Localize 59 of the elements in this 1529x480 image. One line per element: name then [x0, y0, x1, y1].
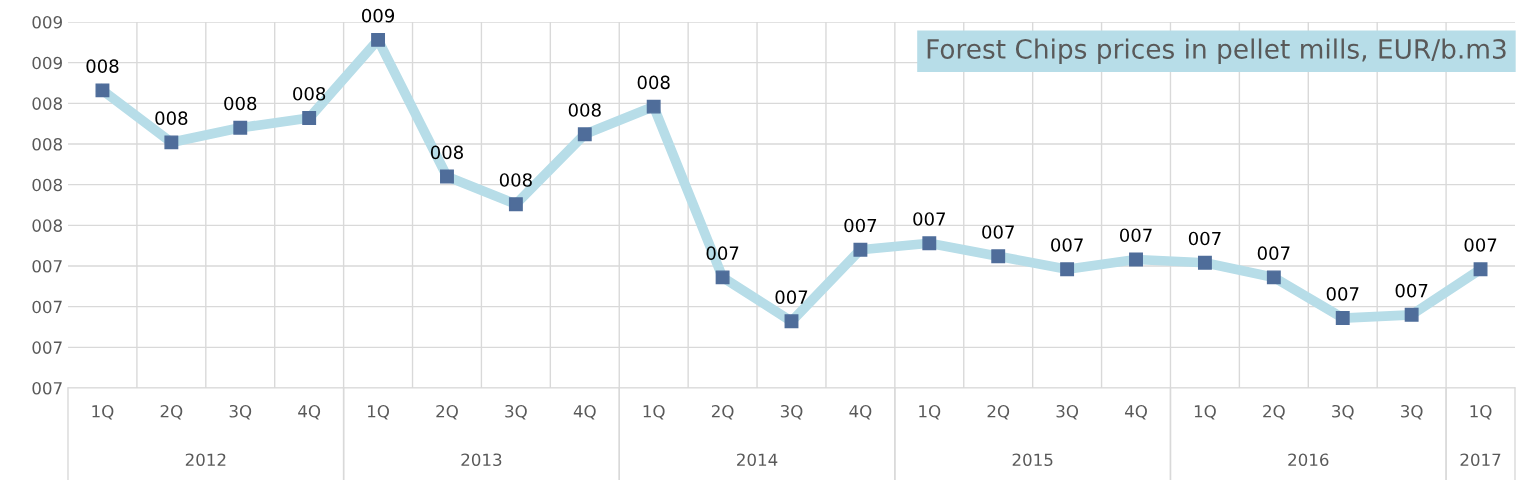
data-label: 007: [1395, 283, 1428, 298]
text: Forest Chips prices in pellet mills, EUR/b.m3: [927, 38, 1506, 65]
y-tick-label: 008: [32, 137, 62, 151]
data-label: 007: [1257, 246, 1290, 260]
y-tick-label: 007: [32, 300, 62, 314]
data-label: 007: [913, 212, 945, 226]
y-tick-label: 008: [32, 97, 62, 110]
text: 2017: [1460, 453, 1501, 467]
y-tick-label: 007: [32, 259, 62, 273]
data-label: 007: [775, 290, 808, 304]
data-label: 009: [362, 8, 395, 23]
data-label: 008: [430, 145, 463, 160]
x-tick-label: 4Q: [573, 404, 596, 420]
x-tick-label: 1Q: [643, 404, 665, 420]
x-tick-label: 3Q: [1401, 404, 1423, 420]
x-tick-label: 2Q: [987, 404, 1010, 420]
data-label: 007: [1464, 238, 1497, 252]
data-label: 008: [224, 96, 257, 111]
x-tick-label: 3Q: [505, 404, 527, 420]
y-tick-label: 008: [32, 219, 62, 232]
data-label: 007: [844, 218, 877, 233]
x-tick-label: 2Q: [1263, 404, 1285, 420]
data-label: 008: [499, 173, 532, 187]
x-tick-label: 3Q: [1332, 404, 1354, 420]
text: 2012: [185, 453, 226, 467]
y-tick-label: 007: [32, 341, 62, 354]
y-tick-label: 008: [32, 178, 62, 192]
data-label: 007: [982, 225, 1014, 239]
data-label: 007: [706, 246, 739, 260]
x-tick-label: 4Q: [849, 404, 872, 420]
data-label: 007: [1051, 238, 1083, 252]
data-label: 008: [568, 103, 601, 117]
text: 2015: [1012, 453, 1053, 467]
y-tick-label: 009: [32, 56, 62, 70]
y-tick-label: 007: [32, 381, 62, 395]
x-tick-label: 3Q: [1056, 404, 1079, 420]
x-tick-label: 2Q: [436, 404, 458, 420]
x-tick-label: 4Q: [298, 404, 321, 420]
x-tick-label: 1Q: [368, 404, 389, 420]
x-tick-label: 2Q: [711, 404, 734, 420]
data-label: 008: [293, 86, 326, 101]
data-label: 008: [155, 111, 188, 125]
x-tick-label: 4Q: [1124, 404, 1147, 420]
text: 2013: [461, 453, 502, 467]
data-label: 007: [1326, 287, 1359, 301]
x-tick-label: 1Q: [919, 404, 941, 420]
x-tick-label: 1Q: [1470, 404, 1492, 420]
x-tick-label: 2Q: [160, 404, 183, 420]
x-tick-label: 3Q: [780, 404, 803, 420]
data-label: 007: [1119, 228, 1152, 243]
x-tick-label: 1Q: [92, 404, 114, 420]
y-tick-label: 009: [32, 15, 62, 29]
x-tick-label: 1Q: [1194, 404, 1216, 420]
data-label: 008: [86, 59, 119, 73]
data-label: 008: [637, 75, 670, 90]
x-tick-label: 3Q: [229, 404, 252, 420]
text: 2014: [737, 453, 778, 467]
text: 2016: [1288, 453, 1329, 467]
data-label: 007: [1188, 231, 1221, 246]
